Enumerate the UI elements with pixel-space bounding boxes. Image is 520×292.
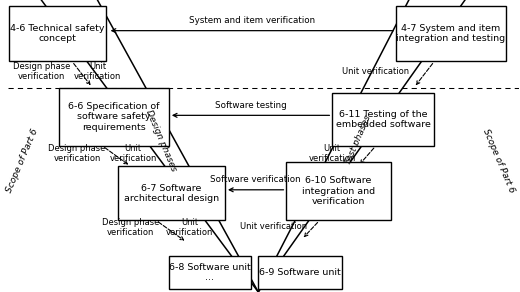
- Text: 4-6 Technical safety
concept: 4-6 Technical safety concept: [10, 24, 105, 43]
- Text: 6-7 Software
architectural design: 6-7 Software architectural design: [124, 184, 219, 203]
- FancyBboxPatch shape: [9, 6, 106, 61]
- Text: Scope of Part 6: Scope of Part 6: [5, 127, 40, 194]
- Text: Unit
verification: Unit verification: [110, 144, 157, 163]
- Text: 6-8 Software unit
...: 6-8 Software unit ...: [169, 263, 251, 282]
- FancyBboxPatch shape: [287, 162, 391, 220]
- Text: Unit
verification: Unit verification: [74, 62, 121, 81]
- Text: 6-9 Software unit: 6-9 Software unit: [259, 268, 341, 277]
- Text: Design phase
verification: Design phase verification: [12, 62, 70, 81]
- Text: Design phase
verification: Design phase verification: [102, 218, 159, 237]
- Text: 4-7 System and item
integration and testing: 4-7 System and item integration and test…: [396, 24, 505, 43]
- Text: Software verification: Software verification: [211, 175, 301, 184]
- FancyBboxPatch shape: [396, 6, 506, 61]
- Text: 6-11 Testing of the
embedded software: 6-11 Testing of the embedded software: [336, 110, 431, 129]
- Text: Unit verification: Unit verification: [342, 67, 409, 76]
- Text: Software testing: Software testing: [215, 100, 287, 110]
- Text: Test phases: Test phases: [343, 114, 372, 166]
- Text: 6-6 Specification of
software safety
requirements: 6-6 Specification of software safety req…: [68, 102, 160, 132]
- FancyBboxPatch shape: [169, 256, 251, 289]
- FancyBboxPatch shape: [258, 256, 343, 289]
- Text: Design phases: Design phases: [144, 108, 178, 172]
- Text: Unit
verification: Unit verification: [166, 218, 213, 237]
- Text: Unit verification: Unit verification: [240, 222, 307, 231]
- Text: System and item verification: System and item verification: [189, 16, 315, 25]
- Text: 6-10 Software
integration and
verification: 6-10 Software integration and verificati…: [302, 176, 375, 206]
- Text: Unit
verification: Unit verification: [308, 144, 356, 163]
- Text: Design phase
verification: Design phase verification: [48, 144, 106, 163]
- FancyBboxPatch shape: [332, 93, 434, 146]
- FancyBboxPatch shape: [59, 88, 169, 146]
- Text: Scope of Part 6: Scope of Part 6: [480, 127, 516, 194]
- FancyBboxPatch shape: [118, 166, 225, 220]
